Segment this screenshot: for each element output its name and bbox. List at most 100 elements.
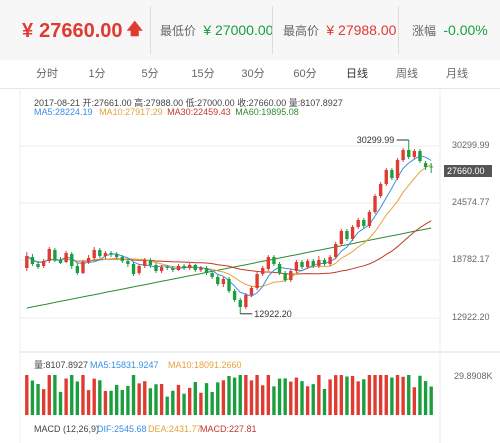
candle-body: [114, 254, 119, 257]
volume-bar: [182, 393, 186, 415]
kline-chart[interactable]: 2017-08-21 开:27661.00 高:27988.00 低:27000…: [0, 88, 500, 443]
volume-bar: [199, 392, 203, 415]
volume-bar: [176, 384, 181, 415]
volume-bar: [362, 379, 366, 415]
volume-bar: [350, 376, 355, 415]
volume-bar: [204, 383, 209, 415]
volume-bar: [25, 375, 29, 415]
volume-bar: [412, 387, 417, 415]
volume-bar: [255, 375, 259, 415]
candle-body: [216, 277, 220, 284]
volume-ma10-label: MA10:18091.2660: [168, 360, 242, 370]
current-price: ¥ 27660.00 🡅: [22, 18, 143, 45]
candle-body: [367, 212, 372, 226]
volume-bar: [272, 386, 276, 415]
candle-body: [58, 260, 63, 263]
candle-body: [261, 268, 265, 274]
candle-body: [75, 266, 80, 273]
volume-label: 量:8107.8927: [34, 360, 88, 370]
current-price-tag-text: 27660.00: [447, 166, 485, 176]
candle-body: [30, 257, 35, 264]
candle-body: [70, 254, 74, 266]
low-price: 最低价 ¥ 27000.00: [160, 22, 273, 39]
tab-15min[interactable]: 15分: [191, 68, 215, 80]
candle-body: [378, 184, 383, 196]
high-price: 最高价 ¥ 27988.00: [283, 22, 396, 39]
low-price-label: 最低价: [160, 24, 197, 38]
tab-1min[interactable]: 1分: [88, 68, 106, 80]
candle-body: [322, 260, 327, 264]
macd-title: MACD (12,26,9): [34, 424, 99, 434]
period-tabs: 分时 1分 5分 15分 30分 60分 日线 周线 月线: [0, 60, 500, 89]
candle-body: [238, 300, 242, 307]
ma-info: MA5:28224.19 MA10:27917.29 MA30:22459.43…: [34, 107, 299, 117]
volume-bar: [311, 384, 315, 415]
ma10-label: MA10:27917.29: [99, 107, 163, 117]
candle-body: [154, 265, 158, 271]
candle-body: [109, 253, 113, 254]
volume-bar: [317, 375, 321, 415]
candle-body: [294, 262, 299, 271]
candle-body: [362, 220, 366, 226]
candle-body: [401, 150, 405, 160]
ma30-line: [26, 220, 432, 275]
volume-bar: [126, 386, 130, 415]
volume-bar: [277, 378, 282, 415]
candle-body: [384, 170, 388, 184]
candle-body: [395, 160, 400, 178]
candle-body: [317, 260, 321, 266]
candle-body: [328, 257, 332, 264]
candle-body: [300, 262, 304, 267]
tab-weekly[interactable]: 周线: [396, 68, 418, 80]
candle-body: [311, 261, 315, 266]
macd-dif: DIF:2545.68: [97, 424, 147, 434]
volume-bar: [378, 375, 383, 415]
tab-monthly[interactable]: 月线: [446, 68, 468, 80]
volume-bar: [322, 389, 327, 415]
tab-5min[interactable]: 5分: [141, 68, 159, 80]
candle-body: [249, 288, 254, 295]
candle-body: [339, 231, 344, 244]
candle-body: [334, 244, 338, 257]
volume-bar: [64, 378, 68, 415]
volume-bar: [283, 378, 287, 415]
price-axis-label: 12922.20: [452, 312, 490, 322]
volume-bar: [232, 377, 237, 415]
candle-body: [412, 151, 417, 157]
ma30-label: MA30:22459.43: [167, 107, 231, 117]
volume-bar: [227, 376, 231, 415]
tab-daily[interactable]: 日线: [332, 60, 382, 88]
candle-body: [345, 231, 349, 239]
tab-30min[interactable]: 30分: [241, 68, 265, 80]
change-value: -0.00%: [443, 22, 488, 38]
volume-bar: [266, 375, 270, 415]
volume-bar: [216, 382, 220, 415]
candle-body: [159, 267, 164, 271]
volume-bar: [384, 375, 388, 415]
volume-bar: [261, 385, 265, 415]
volume-bar: [334, 375, 338, 415]
tab-60min[interactable]: 60分: [293, 68, 317, 80]
divider: [272, 6, 273, 54]
volume-bar: [58, 391, 63, 415]
ma5-label: MA5:28224.19: [34, 107, 93, 117]
kline-svg: 30299.99 24574.77 18782.17 12922.20 2766…: [19, 88, 500, 443]
volume-bar: [289, 381, 293, 415]
candle-body: [356, 220, 360, 227]
candle-body: [137, 266, 141, 273]
ma60-label: MA60:19895.08: [235, 107, 299, 117]
price-axis-label: 24574.77: [452, 197, 490, 207]
ma60-line: [26, 227, 432, 309]
candle-body: [199, 268, 203, 270]
high-marker-label: 30299.99: [357, 135, 395, 145]
volume-bar: [36, 384, 40, 415]
candle-body: [418, 151, 422, 161]
volume-bar: [47, 375, 51, 415]
volume-bar: [41, 389, 46, 415]
price-value: 27660.00: [39, 20, 123, 42]
volume-ma5-label: MA5:15831.9247: [90, 360, 159, 370]
tab-timeshare[interactable]: 分时: [36, 68, 58, 80]
candle-body: [165, 267, 169, 268]
up-arrow-icon: 🡅: [126, 21, 143, 38]
candle-body: [210, 273, 214, 277]
